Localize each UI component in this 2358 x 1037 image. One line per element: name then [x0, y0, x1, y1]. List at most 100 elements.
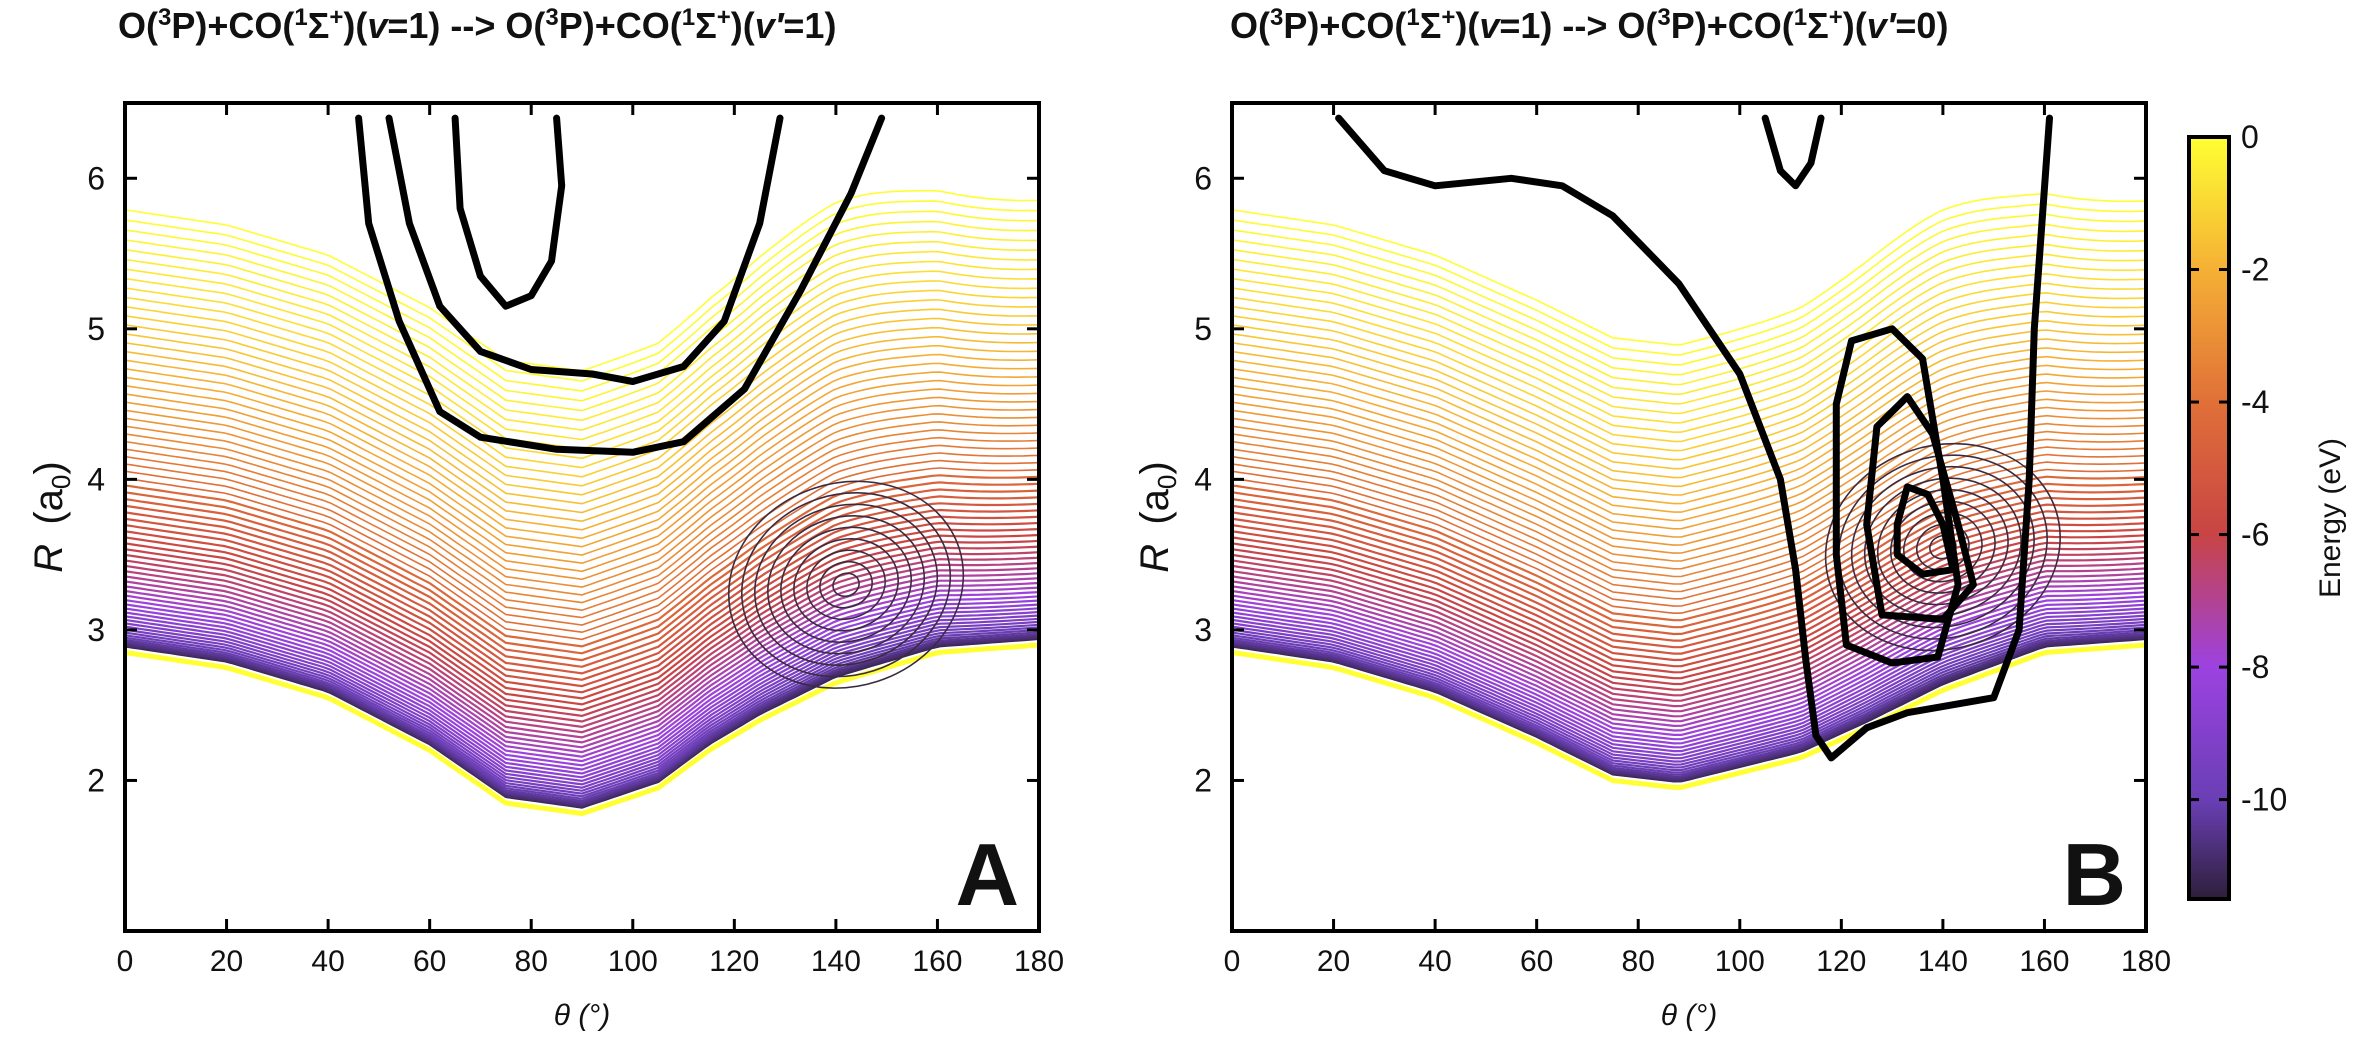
x-tick-label: 0	[117, 945, 134, 978]
x-tick-label: 160	[912, 945, 962, 978]
energy-contour-line	[125, 396, 1039, 573]
energy-contour-line	[1232, 623, 2146, 769]
energy-contour-line	[125, 508, 1039, 681]
energy-contour-line	[1232, 233, 2146, 386]
well-contour	[767, 515, 926, 655]
wavefunction-contour	[355, 114, 886, 456]
energy-contour-line	[125, 556, 1039, 729]
xlabel-a: θ (°)	[554, 999, 611, 1032]
energy-contour-line	[1232, 586, 2146, 732]
energy-contour-line	[125, 336, 1039, 514]
y-tick-label: 5	[87, 311, 105, 347]
energy-contour-line	[1232, 461, 2146, 607]
energy-contour-line	[1232, 364, 2146, 513]
colorbar-tick-label: -8	[2241, 649, 2269, 685]
energy-contour-line	[125, 371, 1039, 548]
energy-contour-line	[125, 474, 1039, 648]
colorbar-tick-label: -10	[2241, 782, 2287, 818]
panel-label: B	[2062, 825, 2126, 924]
well-contour	[780, 526, 913, 643]
ylabel-a: R (a0)	[27, 461, 76, 572]
energy-contour-line	[1232, 629, 2146, 774]
x-tick-label: 20	[210, 945, 243, 978]
wavefunction-contour	[1761, 114, 1825, 190]
y-tick-label: 6	[1194, 160, 1212, 196]
well-contour	[1863, 477, 2022, 617]
x-tick-label: 80	[515, 945, 548, 978]
y-tick-label: 5	[1194, 311, 1212, 347]
energy-contour-line	[1232, 528, 2146, 674]
energy-contour-line	[1232, 301, 2146, 452]
x-tick-label: 100	[608, 945, 658, 978]
energy-contour-line	[1232, 572, 2146, 718]
energy-contour-line	[125, 595, 1039, 767]
x-tick-label: 60	[1520, 945, 1553, 978]
x-tick-label: 40	[1418, 945, 1451, 978]
energy-contour-line	[1232, 213, 2146, 366]
x-tick-label: 140	[1918, 945, 1968, 978]
energy-contour-line	[1232, 398, 2146, 546]
colorbar-tick-label: 0	[2241, 119, 2259, 155]
energy-contour-line	[125, 260, 1039, 441]
x-tick-label: 180	[2121, 945, 2171, 978]
energy-contour-line	[125, 591, 1039, 763]
energy-contour-line	[1232, 503, 2146, 649]
energy-contour-line	[1232, 338, 2146, 488]
energy-contour-line	[1232, 319, 2146, 470]
energy-contour-line	[125, 467, 1039, 641]
x-tick-label: 60	[413, 945, 446, 978]
energy-contour-line	[125, 230, 1039, 412]
panel-b: 0 20 40 60 80 100 120 140 160 180 2 3 4 5 6 B	[1194, 101, 2171, 978]
energy-contour-line	[125, 452, 1039, 626]
x-tick-label: 120	[1816, 945, 1866, 978]
energy-contour-line	[125, 539, 1039, 712]
colorbar-tick-label: -4	[2241, 384, 2269, 420]
energy-contour-line	[1232, 373, 2146, 522]
energy-contour-line	[1232, 482, 2146, 629]
energy-contour-line	[1232, 381, 2146, 530]
energy-contour-line	[1232, 414, 2146, 562]
energy-contour-line	[125, 599, 1039, 771]
well-contour	[754, 503, 939, 666]
energy-contour-line	[1232, 390, 2146, 538]
energy-contour-line	[125, 240, 1039, 422]
y-tick-label: 6	[87, 160, 105, 196]
energy-contour-line	[1232, 626, 2146, 772]
energy-contour-line	[1232, 310, 2146, 461]
well-contour	[740, 492, 952, 678]
energy-contour-line	[125, 459, 1039, 634]
energy-contour-line	[125, 551, 1039, 723]
energy-contour-line	[1232, 292, 2146, 443]
plot-frame	[1230, 101, 2148, 933]
energy-contour-line	[1232, 551, 2146, 697]
energy-contour-line	[125, 561, 1039, 734]
energy-contour-line	[125, 628, 1039, 800]
x-tick-label: 0	[1224, 945, 1241, 978]
potential-well	[727, 480, 965, 689]
energy-contour-line	[1232, 282, 2146, 434]
energy-contour-line	[125, 404, 1039, 581]
energy-contour-line	[125, 607, 1039, 779]
energy-contour-line	[1232, 347, 2146, 496]
x-tick-label: 20	[1317, 945, 1350, 978]
energy-contour-line	[1232, 534, 2146, 680]
energy-contour-line	[125, 481, 1039, 655]
energy-contour-line	[1232, 631, 2146, 776]
energy-contour-line	[125, 495, 1039, 668]
energy-contour-line	[125, 379, 1039, 556]
title-a: O(3P)+CO(1Σ+)(v=1) --> O(3P)+CO(1Σ+)(v′=…	[118, 4, 837, 46]
energy-contour-line	[1232, 406, 2146, 554]
y-tick-label: 4	[87, 461, 105, 497]
energy-contour-line	[125, 577, 1039, 749]
energy-contour-line	[1232, 620, 2146, 766]
y-tick-label: 2	[87, 762, 105, 798]
energy-contour-line	[1232, 468, 2146, 615]
colorbar-label: Energy (eV)	[2314, 438, 2347, 598]
energy-contour-line	[1232, 617, 2146, 763]
energy-contour-line	[125, 210, 1039, 392]
y-tick-label: 3	[87, 612, 105, 648]
energy-contour-line	[125, 603, 1039, 775]
energy-contour-line	[1232, 556, 2146, 702]
energy-contour-line	[1232, 193, 2146, 346]
energy-contour-line	[1232, 634, 2146, 780]
